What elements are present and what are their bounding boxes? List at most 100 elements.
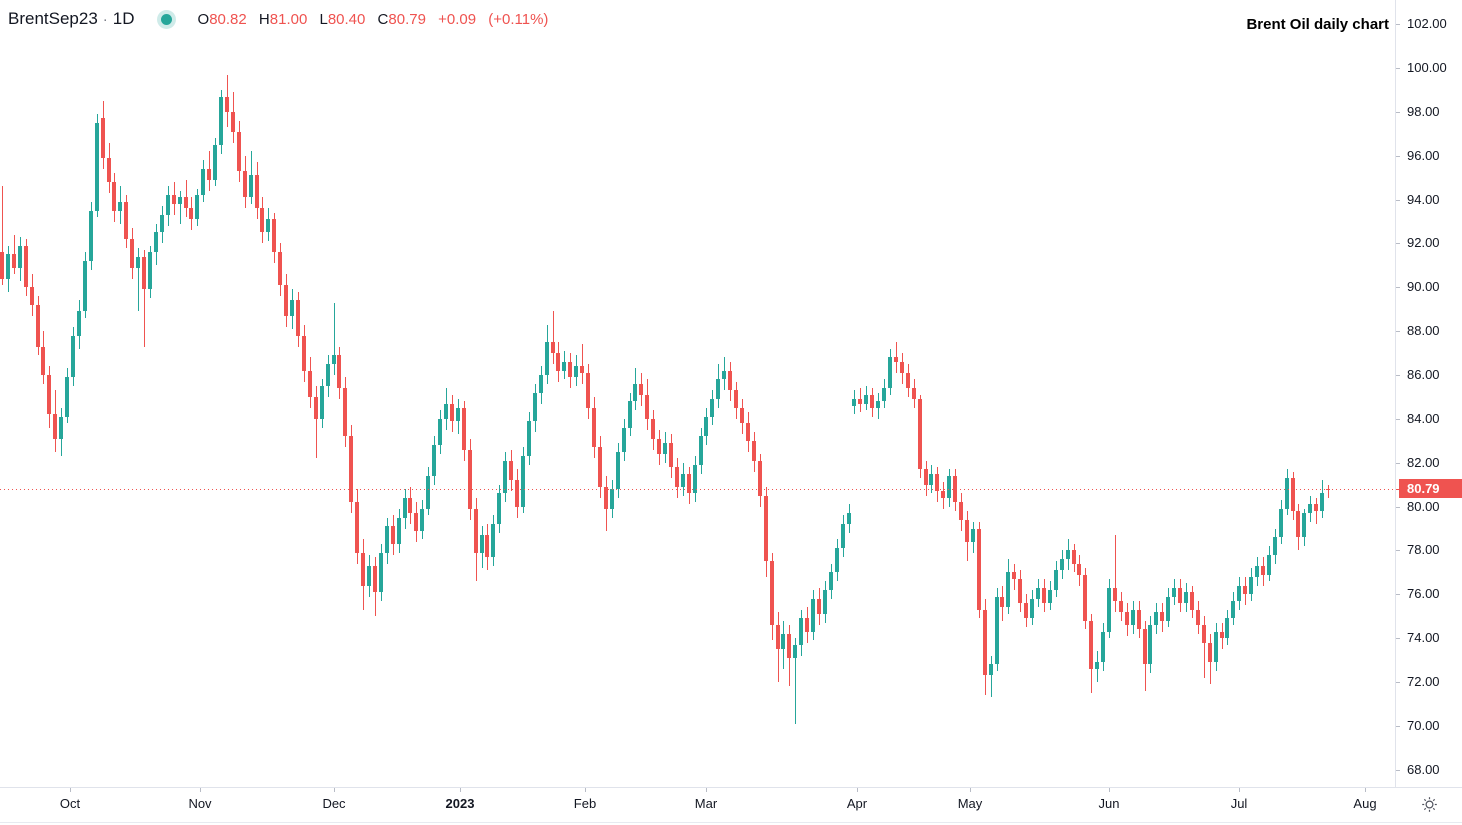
- candle: [337, 347, 341, 399]
- candle: [243, 156, 247, 208]
- candle: [18, 237, 22, 281]
- candle: [485, 524, 489, 570]
- last-price-value: 80.79: [1407, 481, 1440, 496]
- candle: [924, 461, 928, 496]
- price-axis[interactable]: 80.79 102.00 100.00 98.00 96.00 94.00 92.00 90…: [1395, 0, 1462, 787]
- legend-separator: ·: [102, 10, 108, 28]
- time-axis-label: Feb: [573, 796, 597, 811]
- candle: [195, 189, 199, 226]
- candle: [1042, 579, 1046, 612]
- candle: [1036, 579, 1040, 607]
- time-axis-tick: [1365, 788, 1366, 792]
- candle: [533, 384, 537, 432]
- price-axis-label: 72.00: [1407, 674, 1440, 689]
- price-axis-label: 88.00: [1407, 323, 1440, 338]
- candle: [255, 162, 259, 219]
- candle: [1048, 581, 1052, 610]
- candle: [1184, 583, 1188, 612]
- candle: [142, 250, 146, 347]
- candle: [71, 327, 75, 386]
- candle: [420, 500, 424, 539]
- candle: [201, 160, 205, 202]
- candle: [444, 388, 448, 430]
- candle: [1208, 634, 1212, 684]
- candle: [823, 581, 827, 623]
- candle: [148, 246, 152, 298]
- candle: [740, 399, 744, 434]
- candle: [1326, 485, 1330, 498]
- candle: [1101, 623, 1105, 671]
- candle: [870, 388, 874, 417]
- candle: [1089, 614, 1093, 693]
- candle: [89, 202, 93, 270]
- open-value: 80.82: [209, 10, 247, 28]
- time-axis-label: Aug: [1353, 796, 1377, 811]
- candle: [1314, 498, 1318, 524]
- candle: [30, 274, 34, 316]
- price-axis-tick: [1396, 112, 1400, 113]
- candle: [864, 386, 868, 410]
- time-axis-label: Apr: [846, 796, 868, 811]
- candle: [314, 386, 318, 458]
- candle: [1006, 559, 1010, 614]
- candle: [1107, 579, 1111, 638]
- candle: [491, 515, 495, 566]
- candle: [1267, 546, 1271, 581]
- candle: [1190, 586, 1194, 618]
- candle: [888, 349, 892, 395]
- price-axis-label: 78.00: [1407, 542, 1440, 557]
- candle: [1166, 588, 1170, 627]
- candle: [302, 325, 306, 382]
- time-axis-label: Nov: [188, 796, 212, 811]
- candle: [6, 246, 10, 292]
- chart-plot-area[interactable]: [0, 0, 1395, 787]
- time-axis-label: Oct: [59, 796, 81, 811]
- time-axis-tick: [1239, 788, 1240, 792]
- candle: [805, 607, 809, 643]
- candle: [480, 526, 484, 568]
- candle: [693, 456, 697, 502]
- symbol-name[interactable]: BrentSep23: [8, 9, 98, 28]
- candle: [1178, 579, 1182, 612]
- candle: [1285, 469, 1289, 515]
- price-axis-tick: [1396, 287, 1400, 288]
- interval-label[interactable]: 1D: [112, 9, 135, 28]
- candle: [136, 248, 140, 311]
- candle: [847, 504, 851, 533]
- candle: [959, 493, 963, 531]
- candle: [332, 303, 336, 375]
- candle: [1220, 623, 1224, 649]
- candle: [1119, 592, 1123, 621]
- time-axis-tick: [70, 788, 71, 792]
- candle: [77, 300, 81, 349]
- candle: [562, 351, 566, 379]
- price-axis-tick: [1396, 682, 1400, 683]
- candle: [817, 588, 821, 625]
- candle: [184, 180, 188, 217]
- candle: [580, 344, 584, 384]
- candle: [266, 208, 270, 241]
- candle: [882, 379, 886, 408]
- candle: [568, 353, 572, 388]
- time-axis-tick: [585, 788, 586, 792]
- candle: [83, 252, 87, 318]
- low-value: 80.40: [327, 10, 366, 28]
- price-axis-label: 80.00: [1407, 499, 1440, 514]
- candle: [231, 92, 235, 143]
- price-axis-label: 92.00: [1407, 235, 1440, 250]
- settings-button[interactable]: [1417, 794, 1441, 814]
- candle: [841, 515, 845, 557]
- candle: [118, 186, 122, 224]
- candle: [1225, 610, 1229, 645]
- candle: [1196, 601, 1200, 634]
- candle: [776, 612, 780, 682]
- candle: [900, 353, 904, 384]
- candle: [112, 173, 116, 222]
- candle: [722, 357, 726, 390]
- candle: [574, 355, 578, 386]
- candle: [432, 436, 436, 485]
- price-axis-label: 70.00: [1407, 718, 1440, 733]
- price-axis-tick: [1396, 156, 1400, 157]
- time-axis[interactable]: Oct Nov Dec 2023 Feb Mar Apr May Jun Jul Aug: [0, 787, 1462, 824]
- candle: [0, 186, 4, 285]
